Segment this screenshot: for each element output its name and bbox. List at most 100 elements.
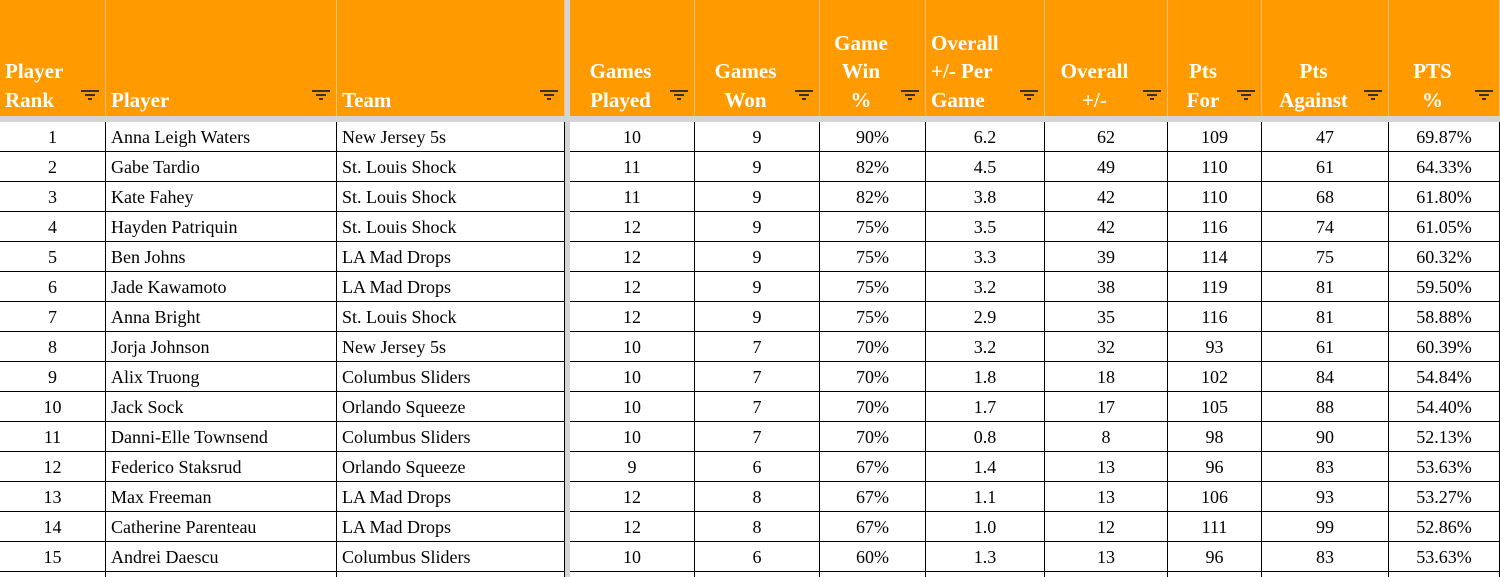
table-cell: 68 xyxy=(1262,182,1389,212)
table-cell: 70% xyxy=(820,362,926,392)
table-cell: 8 xyxy=(1045,422,1168,452)
filter-icon xyxy=(540,89,558,100)
table-cell: 3.2 xyxy=(926,332,1045,362)
table-cell: 99 xyxy=(1262,512,1389,542)
table-cell: 12 xyxy=(0,452,106,482)
table-cell: 70% xyxy=(820,422,926,452)
table-cell: 60% xyxy=(820,542,926,572)
table-cell: 64.33% xyxy=(1389,152,1500,182)
empty-cell xyxy=(106,572,337,577)
table-cell: 3.3 xyxy=(926,242,1045,272)
empty-cell xyxy=(1168,572,1262,577)
table-cell: 10 xyxy=(570,122,695,152)
table-cell: 4 xyxy=(0,212,106,242)
filter-button[interactable] xyxy=(1237,80,1255,109)
table-cell: 9 xyxy=(695,152,820,182)
table-cell: 109 xyxy=(1168,122,1262,152)
table-cell: 54.84% xyxy=(1389,362,1500,392)
table-cell: 96 xyxy=(1168,452,1262,482)
filter-button[interactable] xyxy=(670,80,688,109)
header-text: Won xyxy=(724,87,767,112)
table-cell: 9 xyxy=(695,272,820,302)
table-cell: 2 xyxy=(0,152,106,182)
empty-cell xyxy=(1389,572,1500,577)
table-cell: 15 xyxy=(0,542,106,572)
table-cell: Hayden Patriquin xyxy=(106,212,337,242)
filter-button[interactable] xyxy=(312,80,330,109)
filter-icon xyxy=(1237,89,1255,100)
table-cell: 75% xyxy=(820,272,926,302)
header-text: Game xyxy=(931,87,985,112)
table-cell: 5 xyxy=(0,242,106,272)
table-cell: 81 xyxy=(1262,302,1389,332)
table-cell: 12 xyxy=(1045,512,1168,542)
table-cell: 13 xyxy=(0,482,106,512)
table-cell: 67% xyxy=(820,482,926,512)
table-cell: 10 xyxy=(570,392,695,422)
table-cell: 60.32% xyxy=(1389,242,1500,272)
table-cell: 8 xyxy=(695,482,820,512)
table-cell: 75% xyxy=(820,302,926,332)
filter-button[interactable] xyxy=(540,80,558,109)
table-cell: 0.8 xyxy=(926,422,1045,452)
table-cell: 18 xyxy=(1045,362,1168,392)
table-cell: LA Mad Drops xyxy=(337,272,565,302)
filter-icon xyxy=(1475,89,1493,100)
table-cell: 61.80% xyxy=(1389,182,1500,212)
table-cell: 58.88% xyxy=(1389,302,1500,332)
filter-button[interactable] xyxy=(1475,80,1493,109)
table-cell: 7 xyxy=(695,392,820,422)
header-text: Rank xyxy=(5,87,55,112)
header-cell: Team xyxy=(337,0,565,116)
table-cell: St. Louis Shock xyxy=(337,152,565,182)
table-cell: 17 xyxy=(1045,392,1168,422)
empty-cell xyxy=(695,572,820,577)
table-cell: 8 xyxy=(695,512,820,542)
filter-icon xyxy=(901,89,919,100)
table-cell: 6 xyxy=(0,272,106,302)
table-cell: 35 xyxy=(1045,302,1168,332)
table-cell: 102 xyxy=(1168,362,1262,392)
filter-button[interactable] xyxy=(81,80,99,109)
header-text: Win xyxy=(841,59,881,83)
table-cell: 9 xyxy=(695,182,820,212)
table-cell: Kate Fahey xyxy=(106,182,337,212)
table-cell: 70% xyxy=(820,332,926,362)
header-text: +/- xyxy=(1082,87,1107,112)
table-cell: 88 xyxy=(1262,392,1389,422)
table-cell: Jack Sock xyxy=(106,392,337,422)
table-cell: 59.50% xyxy=(1389,272,1500,302)
table-cell: 61 xyxy=(1262,152,1389,182)
empty-cell xyxy=(926,572,1045,577)
filter-button[interactable] xyxy=(1020,80,1038,109)
table-cell: 3.8 xyxy=(926,182,1045,212)
table-cell: 70% xyxy=(820,392,926,422)
table-cell: 8 xyxy=(0,332,106,362)
filter-button[interactable] xyxy=(901,80,919,109)
table-cell: 11 xyxy=(570,152,695,182)
table-cell: 7 xyxy=(695,332,820,362)
table-cell: 9 xyxy=(695,302,820,332)
table-cell: 7 xyxy=(695,362,820,392)
table-cell: 14 xyxy=(0,512,106,542)
table-cell: 105 xyxy=(1168,392,1262,422)
table-cell: Danni-Elle Townsend xyxy=(106,422,337,452)
table-cell: 1 xyxy=(0,122,106,152)
header-cell: Game Win% xyxy=(820,0,926,116)
table-cell: 96 xyxy=(1168,542,1262,572)
table-cell: 42 xyxy=(1045,182,1168,212)
empty-cell xyxy=(820,572,926,577)
filter-button[interactable] xyxy=(795,80,813,109)
table-cell: 84 xyxy=(1262,362,1389,392)
header-cell: Overall +/- xyxy=(1045,0,1168,116)
filter-button[interactable] xyxy=(1364,80,1382,109)
table-cell: LA Mad Drops xyxy=(337,242,565,272)
table-cell: Anna Leigh Waters xyxy=(106,122,337,152)
table-cell: 10 xyxy=(570,422,695,452)
table-cell: 90 xyxy=(1262,422,1389,452)
table-cell: 111 xyxy=(1168,512,1262,542)
header-text: +/- Per xyxy=(931,59,993,83)
table-cell: 9 xyxy=(570,452,695,482)
filter-button[interactable] xyxy=(1143,80,1161,109)
